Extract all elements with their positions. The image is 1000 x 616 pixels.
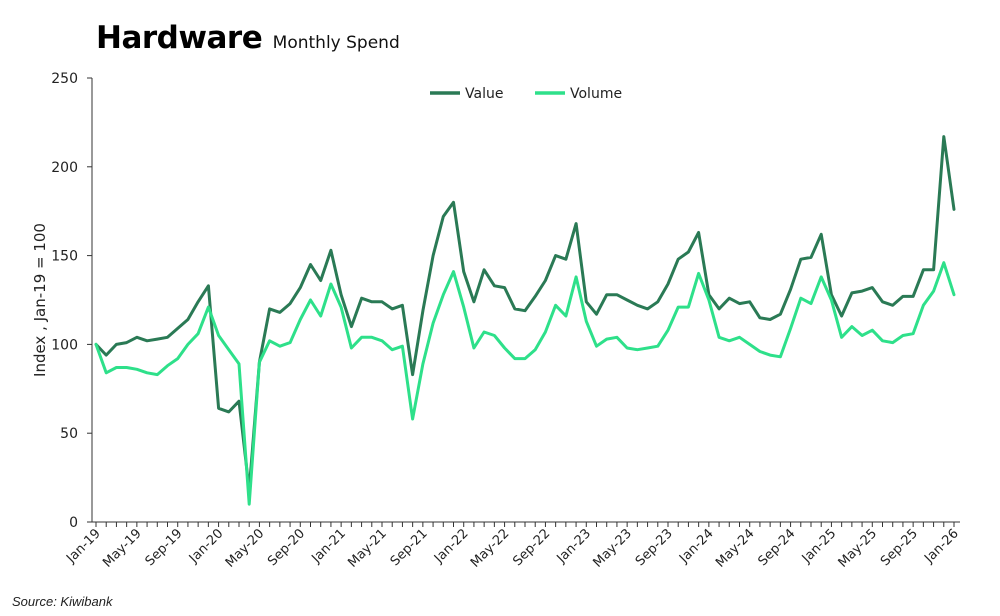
x-tick-label: May-21 bbox=[345, 526, 389, 570]
x-tick-label: Jan-24 bbox=[676, 526, 717, 567]
y-tick-label: 150 bbox=[51, 249, 78, 265]
series-value bbox=[94, 135, 956, 492]
x-tick-label: Sep-20 bbox=[265, 526, 308, 569]
legend-label: Value bbox=[465, 86, 503, 102]
x-tick-label: Jan-19 bbox=[63, 526, 104, 567]
x-tick-label: Sep-22 bbox=[510, 526, 553, 569]
x-tick-label: Sep-23 bbox=[633, 526, 676, 569]
x-tick-label: May-25 bbox=[836, 526, 880, 570]
y-tick-label: 0 bbox=[69, 515, 78, 531]
x-tick-label: Jan-22 bbox=[431, 526, 472, 567]
y-tick-label: 50 bbox=[60, 426, 78, 442]
x-tick-label: May-20 bbox=[223, 526, 267, 570]
series-volume bbox=[94, 261, 956, 506]
y-tick-label: 250 bbox=[51, 71, 78, 87]
y-axis-title: Index , Jan-19 = 100 bbox=[31, 223, 49, 377]
source-note: Source: Kiwibank bbox=[12, 594, 113, 609]
x-tick-label: Sep-21 bbox=[388, 526, 431, 569]
x-tick-label: May-22 bbox=[468, 526, 512, 570]
x-tick-label: Sep-24 bbox=[755, 526, 798, 569]
chart-axes: 0 50 100 150 200 250 Index , Jan-19 = 100 Jan-1… bbox=[31, 71, 962, 571]
legend: Value Volume bbox=[430, 86, 622, 102]
x-tick-label: Jan-20 bbox=[186, 526, 227, 567]
x-tick-label: May-23 bbox=[591, 526, 635, 570]
x-tick-label: Sep-19 bbox=[143, 526, 186, 569]
chart-title-block: Hardware Monthly Spend bbox=[96, 20, 400, 56]
x-tick-label: May-24 bbox=[713, 526, 757, 570]
x-tick-label: Jan-25 bbox=[799, 526, 840, 567]
chart-title: Hardware bbox=[96, 20, 263, 56]
legend-item-value: Value bbox=[430, 86, 503, 102]
x-tick-label: May-19 bbox=[100, 526, 144, 570]
y-tick-label: 100 bbox=[51, 337, 78, 353]
x-tick-label: Jan-23 bbox=[554, 526, 595, 567]
legend-item-volume: Volume bbox=[535, 86, 622, 102]
y-tick-label: 200 bbox=[51, 160, 78, 176]
series-line-volume bbox=[94, 261, 956, 506]
x-tick-label: Sep-25 bbox=[878, 526, 921, 569]
chart-subtitle: Monthly Spend bbox=[272, 33, 400, 53]
series-line-value bbox=[94, 135, 956, 492]
series-layer bbox=[94, 135, 956, 506]
legend-label: Volume bbox=[570, 86, 622, 102]
x-tick-label: Jan-21 bbox=[308, 526, 349, 567]
x-tick-label: Jan-26 bbox=[921, 526, 962, 567]
